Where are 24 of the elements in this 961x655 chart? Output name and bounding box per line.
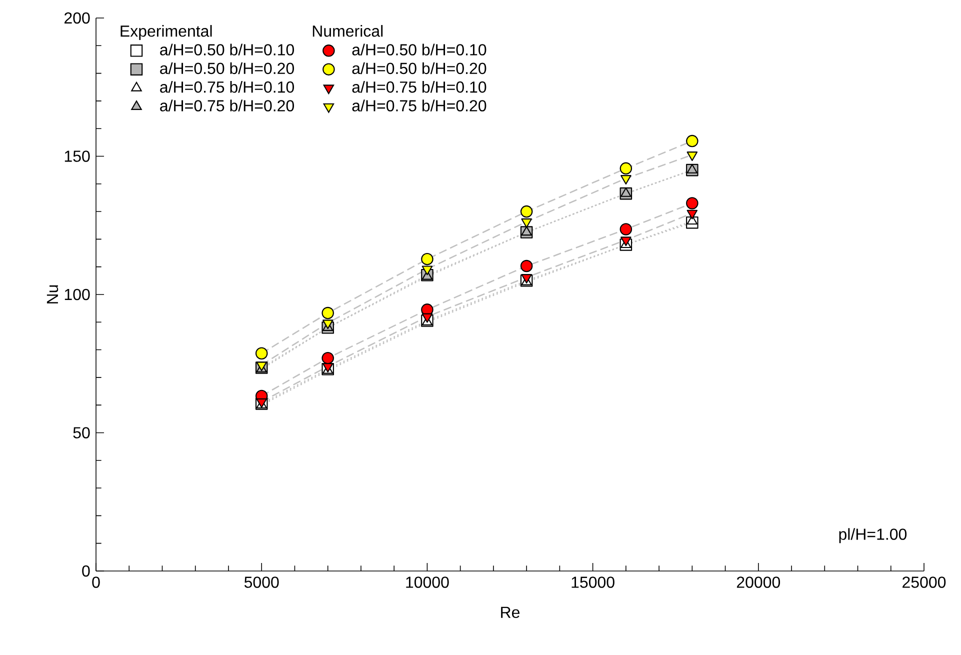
y-tick-label: 100 (64, 288, 90, 300)
annotation: pl/H=1.00 (839, 528, 907, 544)
annotation: Numerical (312, 25, 383, 37)
x-tick-label: 20000 (736, 576, 780, 588)
x-tick-label: 0 (92, 576, 100, 588)
x-tick-label: 5000 (244, 576, 279, 588)
legend-label: a/H=0.75 b/H=0.10 (160, 81, 294, 93)
legend-label: a/H=0.75 b/H=0.20 (160, 100, 294, 112)
x-tick-label: 15000 (572, 576, 614, 588)
legend-label: a/H=0.50 b/H=0.20 (160, 62, 294, 74)
x-tick-label: 25000 (902, 576, 946, 588)
annotation: Experimental (120, 25, 212, 40)
x-tick-label: 10000 (406, 576, 449, 588)
y-tick-label: 200 (64, 12, 90, 24)
y-tick-label: 50 (73, 427, 90, 438)
legend-label: a/H=0.75 b/H=0.10 (352, 81, 486, 93)
legend-label: a/H=0.75 b/H=0.20 (352, 100, 486, 112)
legend-label: a/H=0.50 b/H=0.10 (160, 44, 294, 56)
y-tick-label: 0 (82, 565, 90, 577)
y-axis-title: Nu (46, 285, 58, 304)
legend-label: a/H=0.50 b/H=0.10 (352, 44, 486, 56)
y-tick-label: 150 (64, 150, 90, 162)
legend-label: a/H=0.50 b/H=0.20 (352, 62, 486, 74)
x-axis-title: Re (501, 606, 520, 618)
